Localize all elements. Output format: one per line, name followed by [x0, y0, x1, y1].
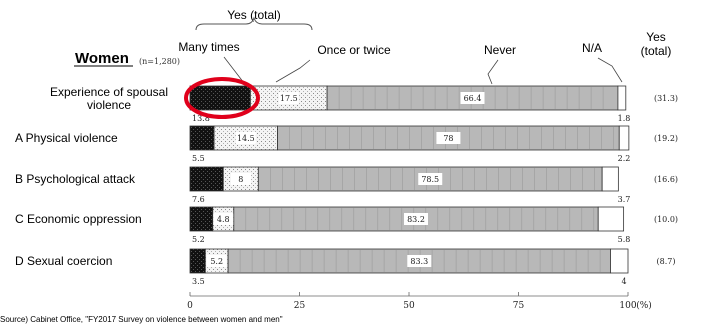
value-label-box — [418, 173, 443, 185]
value-label-never: 83.2 — [407, 215, 425, 224]
category-label: A Physical violence — [15, 131, 118, 145]
yes-total-group-label: Yes (total) — [227, 8, 281, 22]
category-label: D Sexual coercion — [15, 254, 112, 268]
value-label-once-or-twice: 17.5 — [280, 94, 298, 103]
yes-total-value: (10.0) — [654, 215, 678, 224]
leader-once-or-twice — [275, 59, 311, 83]
value-label-box — [206, 255, 227, 267]
value-label-many-times: 13.8 — [192, 114, 210, 123]
x-axis-unit: (%) — [636, 300, 652, 311]
value-label-once-or-twice: 8 — [238, 175, 243, 184]
value-label-once-or-twice: 5.2 — [210, 257, 223, 266]
value-label-never: 83.3 — [410, 257, 428, 266]
category-label: C Economic oppression — [15, 212, 142, 226]
value-label-never: 78 — [443, 134, 453, 143]
x-tick-label: 0 — [187, 301, 193, 311]
highlight-circle — [184, 77, 260, 119]
leader-never — [487, 59, 499, 85]
value-label-box — [235, 132, 256, 144]
legend-na: N/A — [582, 41, 602, 55]
value-label-never: 78.5 — [421, 175, 439, 184]
value-label-once-or-twice: 4.8 — [217, 215, 230, 224]
value-label-many-times: 3.5 — [192, 277, 205, 286]
value-label-many-times: 7.6 — [192, 195, 205, 204]
yes-total-value: (16.6) — [654, 175, 678, 184]
yes-total-value: (19.2) — [654, 134, 678, 143]
bar-segment-na — [618, 125, 630, 151]
bar-segment-na — [601, 166, 619, 192]
bar-segment-many-times — [189, 85, 251, 111]
value-label-na: 4 — [621, 277, 626, 286]
leader-na — [597, 57, 623, 83]
value-label-once-or-twice: 14.5 — [237, 134, 255, 143]
yes-total-brace — [195, 16, 313, 31]
legend-many-times: Many times — [178, 40, 239, 54]
bar-segment-na — [597, 206, 625, 232]
source-note: Source) Cabinet Office, "FY2017 Survey o… — [0, 315, 283, 324]
x-tick-label: 25 — [294, 301, 306, 311]
value-label-box — [436, 132, 461, 144]
bar-segment-many-times — [189, 206, 214, 232]
category-label: B Psychological attack — [15, 172, 136, 186]
x-tick-label: 50 — [403, 301, 415, 311]
bar-segment-na — [610, 248, 629, 274]
yes-total-value: (31.3) — [654, 94, 678, 103]
yes-total-column-header-line1: Yes — [646, 30, 666, 44]
x-tick-label: 75 — [513, 301, 525, 311]
bar-segment-na — [617, 85, 627, 111]
value-label-na: 1.8 — [618, 114, 631, 123]
value-label-box — [213, 213, 234, 225]
chart-title: Women — [75, 50, 129, 67]
value-label-many-times: 5.2 — [192, 235, 205, 244]
value-label-na: 3.7 — [618, 195, 631, 204]
bar-segment-many-times — [189, 248, 206, 274]
x-tick-label: 100 — [619, 301, 636, 311]
yes-total-column-header-line2: (total) — [641, 44, 672, 58]
value-label-box — [278, 92, 299, 104]
value-label-box — [230, 173, 251, 185]
legend-once-or-twice: Once or twice — [317, 43, 391, 57]
value-label-box — [407, 255, 432, 267]
value-label-box — [404, 213, 429, 225]
bar-segment-many-times — [189, 125, 215, 151]
value-label-box — [460, 92, 485, 104]
category-label: Experience of spousal violence — [50, 85, 168, 112]
value-label-many-times: 5.5 — [192, 154, 205, 163]
bar-segment-many-times — [189, 166, 224, 192]
yes-total-value: (8.7) — [657, 257, 676, 266]
sample-size: (n=1,280) — [139, 57, 180, 66]
legend-never: Never — [484, 43, 516, 57]
value-label-never: 66.4 — [464, 94, 482, 103]
leader-many-times — [223, 56, 245, 84]
value-label-na: 2.2 — [618, 154, 631, 163]
value-label-na: 5.8 — [618, 235, 631, 244]
